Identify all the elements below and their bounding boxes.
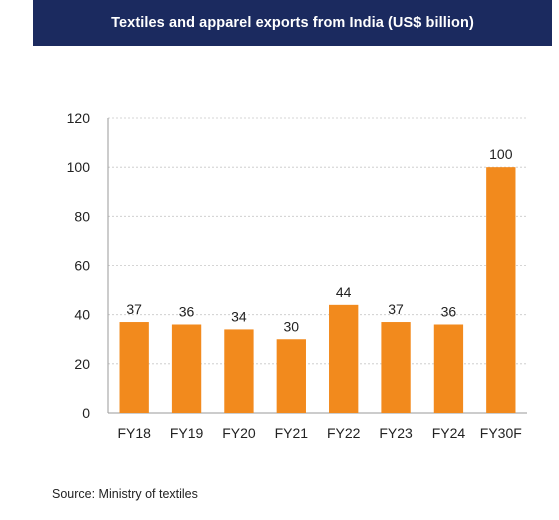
bar <box>119 322 149 413</box>
data-label: 30 <box>284 318 300 334</box>
y-tick-label: 120 <box>67 110 91 126</box>
x-tick-label: FY30F <box>480 425 522 441</box>
y-tick-label: 40 <box>74 307 90 323</box>
chart-title-bar: Textiles and apparel exports from India … <box>33 0 552 46</box>
y-tick-label: 0 <box>82 405 90 421</box>
bars <box>119 167 516 413</box>
y-tick-label: 20 <box>74 356 90 372</box>
data-label: 37 <box>126 301 142 317</box>
labels: 0 20 40 60 80 100 120 37 FY18 36 FY19 34 FY20 30 FY21 4… <box>67 110 522 441</box>
x-tick-label: FY22 <box>327 425 361 441</box>
data-label: 37 <box>388 301 404 317</box>
x-tick-label: FY20 <box>222 425 256 441</box>
data-label: 44 <box>336 284 352 300</box>
bar <box>433 324 464 413</box>
y-tick-label: 60 <box>74 258 90 274</box>
y-tick-label: 100 <box>67 159 91 175</box>
data-label: 100 <box>489 146 513 162</box>
x-tick-label: FY21 <box>275 425 309 441</box>
x-tick-label: FY19 <box>170 425 204 441</box>
data-label: 36 <box>441 304 457 320</box>
bar <box>171 324 202 413</box>
bar <box>486 167 516 413</box>
x-tick-label: FY18 <box>117 425 151 441</box>
x-tick-label: FY23 <box>379 425 413 441</box>
bar <box>276 339 306 413</box>
bar <box>381 322 411 413</box>
x-tick-label: FY24 <box>432 425 466 441</box>
y-tick-label: 80 <box>74 208 90 224</box>
gridlines <box>108 117 527 365</box>
source-note: Source: Ministry of textiles <box>52 487 198 501</box>
chart-title: Textiles and apparel exports from India … <box>111 15 474 31</box>
bar <box>329 304 359 413</box>
data-label: 36 <box>179 304 195 320</box>
data-label: 34 <box>231 308 247 324</box>
bar <box>224 329 254 413</box>
